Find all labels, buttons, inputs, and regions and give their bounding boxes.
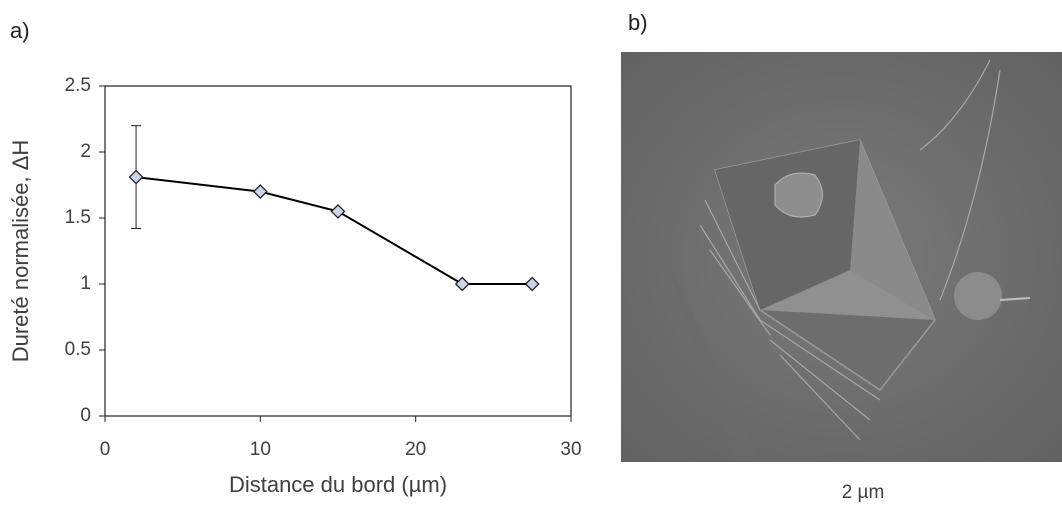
x-tick-label: 0 [100,439,111,460]
data-point [252,184,268,200]
y-tick-label: 0 [80,405,91,426]
x-tick-label: 30 [560,439,581,460]
series-line [135,176,533,285]
data-point [330,203,346,219]
sem-image [621,52,1062,462]
data-point [454,276,470,292]
x-axis-title: Distance du bord (µm) [229,472,447,497]
y-tick-label: 1 [80,273,91,294]
y-tick-label: 0.5 [65,339,91,360]
data-point [128,169,144,185]
data-point [524,276,540,292]
y-tick-label: 1.5 [65,207,91,228]
panel-label: b) [628,10,648,35]
x-tick-label: 20 [405,439,426,460]
scale-bar-label: 2 µm [842,482,885,503]
y-tick-label: 2 [80,141,91,162]
x-tick-label: 10 [250,439,271,460]
panel-label: a) [10,18,30,43]
y-axis-title: Dureté normalisée, ΔH [8,140,33,363]
y-tick-label: 2.5 [65,75,91,96]
plot-frame [104,85,572,417]
